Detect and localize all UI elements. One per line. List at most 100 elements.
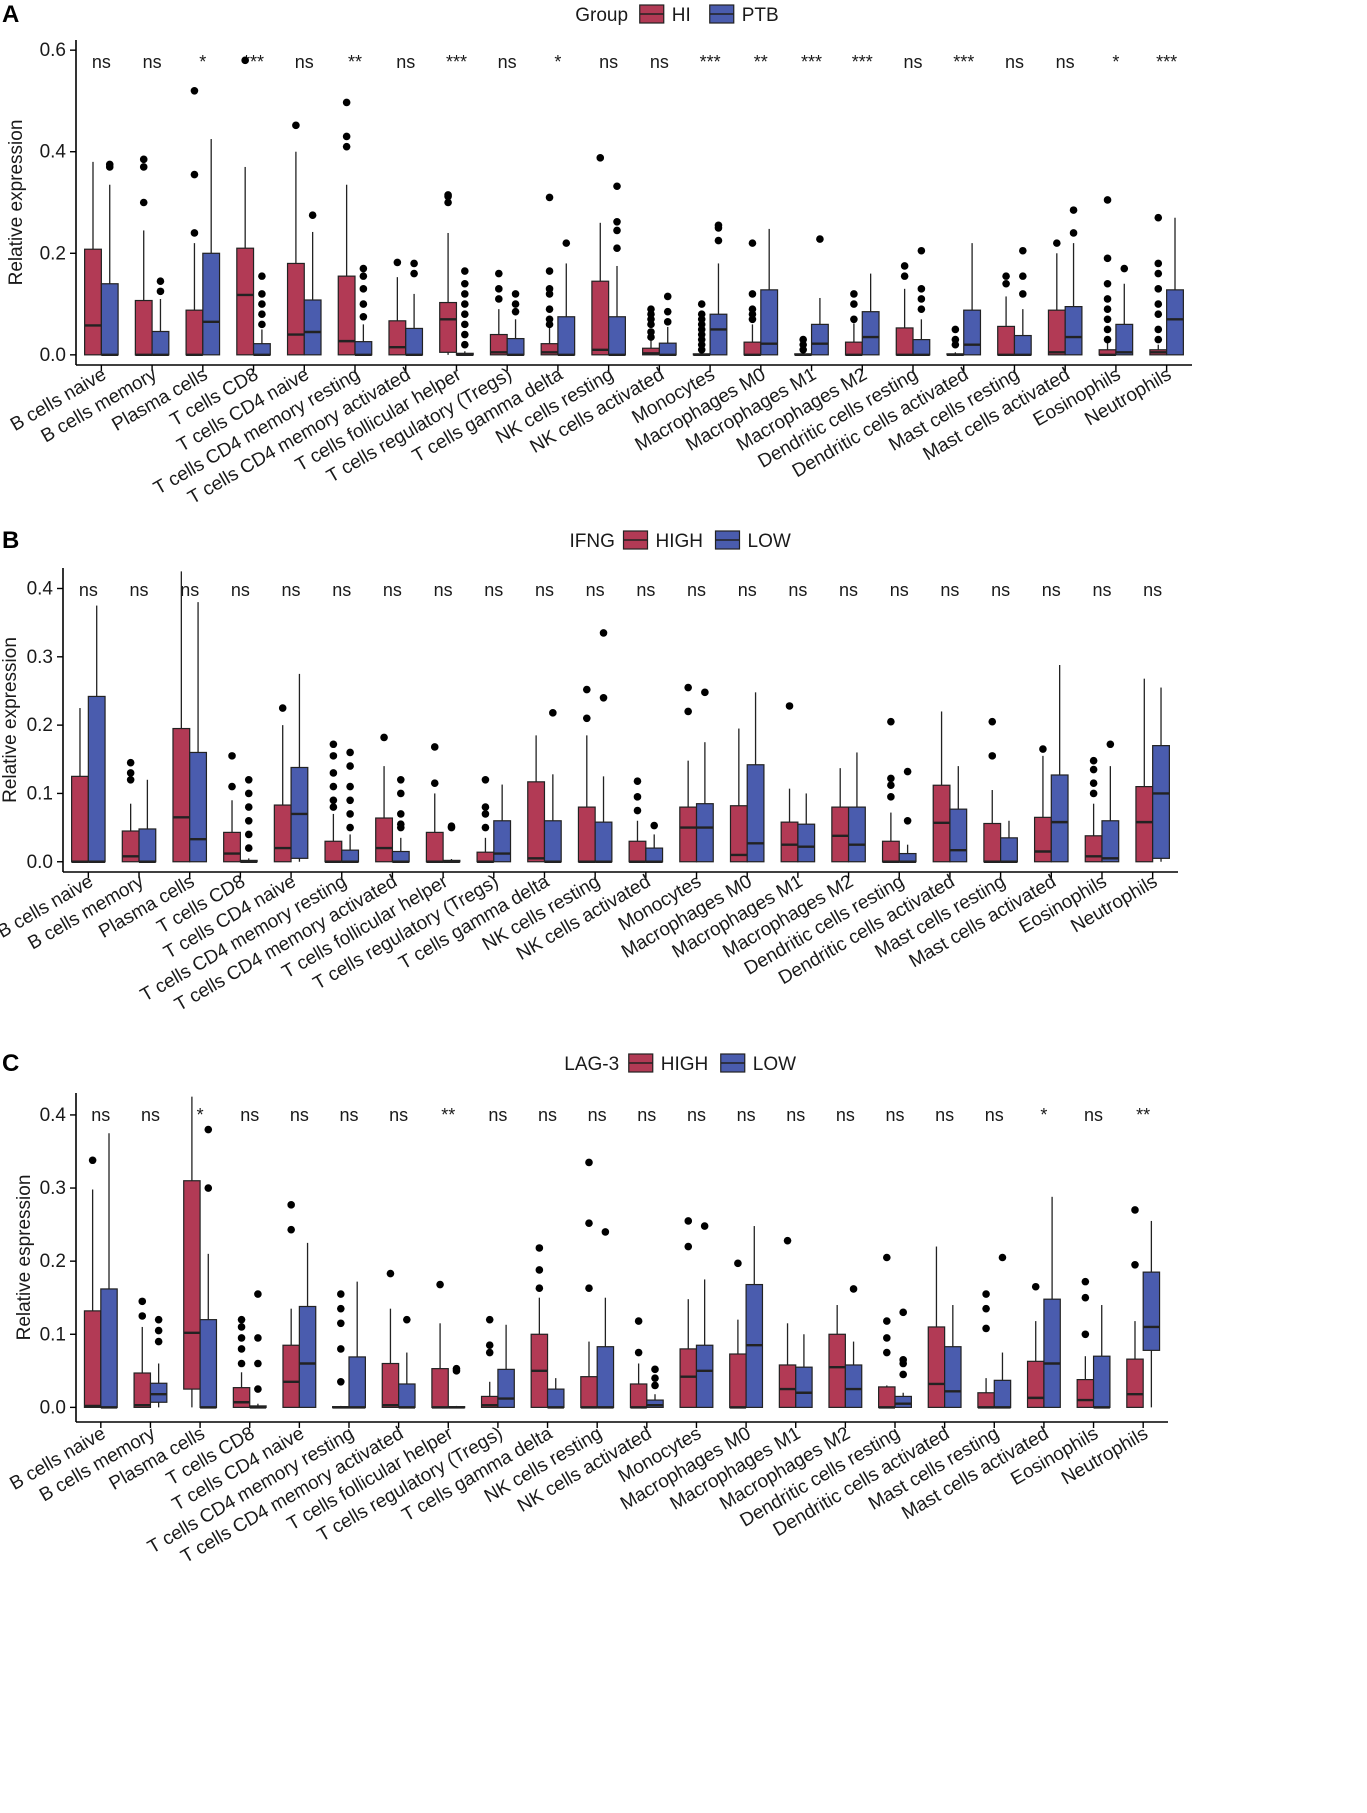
y-tick-label: 0.4 [27,578,54,599]
box-body [348,1356,366,1408]
box-high [977,1290,995,1409]
outlier-point [228,782,236,791]
outlier-point [244,789,253,798]
outlier-point [481,775,490,784]
box-hi [1098,196,1117,357]
box-hi [337,98,356,356]
outlier-point [485,1315,494,1324]
outlier-point [684,683,692,692]
outlier-point [1131,1261,1139,1269]
outlier-point [982,1290,990,1298]
outlier-point [1103,335,1112,344]
outlier-point [346,782,354,791]
outlier-point [241,56,249,65]
outlier-point [917,246,926,255]
outlier-point [1131,1206,1139,1214]
y-axis-title: Relative expression [0,637,21,803]
outlier-point [287,1201,295,1209]
outlier-point [700,1222,709,1230]
legend-label-low: LOW [748,531,791,552]
outlier-point [1081,1277,1090,1286]
outlier-point [444,191,452,199]
outlier-point [596,154,605,162]
box-low [189,602,208,863]
box-hi [540,193,559,356]
box-body [388,320,407,356]
significance-label: ns [1092,580,1111,600]
box-body [493,820,512,863]
legend-label-low: LOW [753,1054,796,1075]
box-high [628,777,647,863]
box-high [480,1315,499,1408]
outlier-point [684,707,692,716]
outlier-point [461,310,469,319]
outlier-point [481,803,490,811]
box-body [405,327,424,356]
outlier-point [917,295,926,303]
significance-label: ns [839,580,858,600]
outlier-point [396,775,405,784]
box-ptb [252,272,271,357]
box-body [282,1344,300,1408]
significance-label: ns [92,52,111,72]
outlier-point [190,86,199,95]
box-high [1026,1282,1045,1408]
outlier-point [634,1317,643,1325]
outlier-point [386,1269,395,1278]
significance-label: ** [1136,1105,1150,1125]
box-low [1152,687,1170,862]
box-body [398,1383,416,1408]
outlier-point [748,290,757,298]
box-body [927,1326,946,1408]
box-low [497,1324,515,1408]
outlier-point [917,285,926,293]
outlier-point [154,1326,163,1335]
outlier-point [883,1317,891,1325]
outlier-point [900,272,909,280]
box-body [1050,774,1069,863]
box-low [745,1226,764,1408]
box-body [646,1399,664,1408]
box-body [577,806,596,863]
box-hi [84,161,102,356]
outlier-point [634,1348,643,1357]
significance-label: ns [332,580,351,600]
box-low [898,767,917,863]
box-body [1033,816,1052,863]
outlier-point [900,262,909,270]
significance-label: *** [1156,52,1177,72]
box-body [1064,306,1083,356]
outlier-point [633,793,642,801]
box-high [927,1246,946,1408]
outlier-point [156,287,165,296]
box-body [1013,334,1032,356]
box-body [997,325,1016,356]
outlier-point [380,733,388,742]
box-body [797,823,816,863]
box-body [1135,786,1154,863]
outlier-point [228,752,236,760]
outlier-point [461,279,469,288]
y-tick-label: 0.2 [40,1251,66,1272]
outlier-point [244,844,253,852]
outlier-point [684,1242,693,1251]
significance-label: ns [636,580,655,600]
outlier-point [254,1334,262,1342]
box-body [138,828,157,863]
y-axis-title: Relative expression [6,120,27,286]
outlier-point [287,1225,295,1234]
outlier-point [850,315,858,324]
outlier-point [436,1280,444,1289]
outlier-point [748,239,757,247]
outlier-point [917,305,926,313]
box-body [286,262,305,356]
box-body [303,299,322,356]
outlier-point [244,803,253,811]
significance-label: ns [985,1105,1004,1125]
outlier-point [599,693,608,702]
box-body [1092,1355,1111,1408]
outlier-point [562,239,571,247]
outlier-point [258,300,266,308]
outlier-point [585,1219,593,1227]
box-body [375,817,394,863]
